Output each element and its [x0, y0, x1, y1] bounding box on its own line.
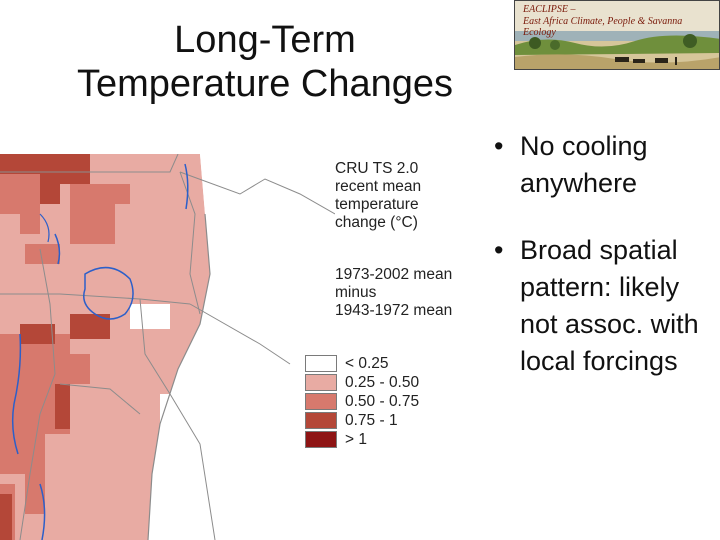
map-region-dark	[70, 314, 110, 339]
legend-item: 0.25 - 0.50	[305, 373, 419, 392]
legend-swatch	[305, 412, 337, 429]
legend-label: > 1	[345, 430, 367, 448]
legend-swatch	[305, 355, 337, 372]
legend-label: 0.50 - 0.75	[345, 392, 420, 410]
country-border	[0, 154, 179, 173]
caption-line: temperature	[335, 196, 419, 213]
legend-label: < 0.25	[345, 354, 389, 372]
map-region-medium	[0, 174, 40, 234]
legend-swatch	[305, 393, 337, 410]
map-region-dark	[0, 494, 12, 540]
legend-item: < 0.25	[305, 354, 419, 373]
country-border	[189, 303, 291, 365]
lake-turkana	[184, 163, 189, 210]
legend-item: 0.75 - 1	[305, 411, 419, 430]
slide-title: Long-Term Temperature Changes	[30, 18, 500, 106]
lake-kyoga	[39, 213, 50, 243]
legend-item: 0.50 - 0.75	[305, 392, 419, 411]
country-border	[0, 293, 191, 305]
map-region-dark	[55, 384, 70, 429]
legend-swatch	[305, 431, 337, 448]
map-legend: < 0.25 0.25 - 0.50 0.50 - 0.75 0.75 - 1 …	[305, 354, 419, 449]
legend-label: 0.75 - 1	[345, 411, 398, 429]
legend-item: > 1	[305, 430, 419, 449]
caption-line: recent mean	[335, 178, 422, 195]
map-caption: CRU TS 2.0 recent mean temperature chang…	[335, 160, 452, 320]
lake-malawi	[39, 483, 46, 540]
lake-tanganyika	[11, 333, 22, 455]
country-border	[59, 383, 141, 415]
eaclipse-logo: EACLIPSE – East Africa Climate, People &…	[514, 0, 720, 70]
bullet-text: No cooling anywhere	[520, 131, 648, 198]
map-region-white	[148, 154, 335, 540]
lake-albert	[54, 233, 61, 265]
map-region-white	[160, 394, 185, 444]
logo-subtitle: East Africa Climate, People & Savanna Ec…	[523, 16, 683, 38]
logo-title: EACLIPSE –	[523, 4, 576, 15]
coastline	[147, 213, 211, 540]
lake-victoria	[83, 266, 134, 320]
country-border	[179, 171, 335, 215]
caption-line: change (°C)	[335, 214, 418, 231]
bullet-list: • No cooling anywhere • Broad spatial pa…	[494, 128, 720, 380]
legend-swatch	[305, 374, 337, 391]
bullet-item: • No cooling anywhere	[494, 128, 720, 202]
map-region-medium	[25, 244, 60, 264]
legend-label: 0.25 - 0.50	[345, 373, 420, 391]
bullet-text: Broad spatial pattern: likely not assoc.…	[520, 235, 699, 376]
map-region-white	[130, 304, 170, 329]
caption-line: minus	[335, 284, 377, 301]
country-border	[19, 248, 56, 540]
title-line-1: Long-Term	[174, 19, 356, 61]
bullet-item: • Broad spatial pattern: likely not asso…	[494, 232, 720, 380]
map-region-medium	[0, 334, 90, 514]
map-region-medium	[70, 184, 130, 244]
title-line-2: Temperature Changes	[77, 63, 453, 105]
map-region-dark	[0, 154, 90, 204]
caption-line: 1943-1972 mean	[335, 302, 453, 319]
bullet-marker: •	[494, 131, 504, 161]
caption-line: CRU TS 2.0	[335, 160, 419, 177]
caption-line: 1973-2002 mean	[335, 266, 453, 283]
map-region-dark	[20, 324, 55, 344]
temperature-change-map	[0, 154, 335, 540]
bullet-marker: •	[494, 235, 504, 265]
